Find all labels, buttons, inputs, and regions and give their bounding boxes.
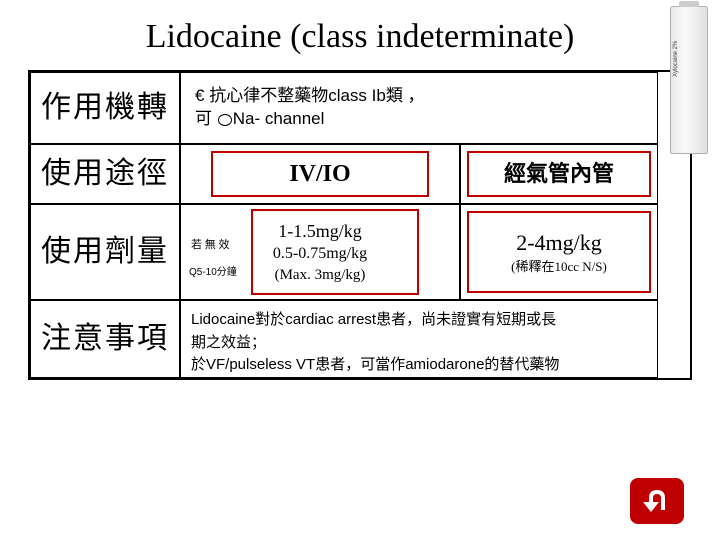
row-label-notes: 注意事項 bbox=[30, 300, 180, 378]
back-button[interactable] bbox=[630, 478, 684, 524]
mechanism-cell: € 抗心律不整藥物class Ib類 ， 可 Na- channel bbox=[180, 72, 658, 144]
dose-et-cell: 2-4mg/kg (稀釋在10cc N/S) bbox=[460, 204, 658, 300]
mech-line2b: Na- channel bbox=[233, 109, 325, 128]
route-et-cell: 經氣管內管 bbox=[460, 144, 658, 204]
u-turn-arrow-icon bbox=[639, 486, 675, 516]
note-l2: 期之效益； bbox=[191, 334, 266, 351]
mech-euro: € bbox=[195, 86, 204, 105]
vial-label: Xylocaine 2% bbox=[673, 41, 679, 77]
mech-line2a: 可 bbox=[195, 109, 217, 128]
row-label-route: 使用途徑 bbox=[30, 144, 180, 204]
notes-cell: Lidocaine對於cardiac arrest患者，尚未證實有短期或長 期之… bbox=[180, 300, 658, 378]
page-title: Lidocaine (class indeterminate) bbox=[0, 0, 720, 70]
note-l1: Lidocaine對於cardiac arrest患者，尚未證實有短期或長 bbox=[191, 311, 556, 328]
dose-ivio-cell: 1-1.5mg/kg 0.5-0.75mg/kg (Max. 3mg/kg) 若… bbox=[180, 204, 460, 300]
row-label-dose: 使用劑量 bbox=[30, 204, 180, 300]
route-ivio-cell: IV/IO bbox=[180, 144, 460, 204]
info-table: 作用機轉 € 抗心律不整藥物class Ib類 ， 可 Na- channel … bbox=[28, 70, 692, 380]
mech-line1: 抗心律不整藥物class Ib類 ， bbox=[209, 86, 424, 105]
row-label-mechanism: 作用機轉 bbox=[30, 72, 180, 144]
dose-tag-noeffect: 若 無 效 bbox=[191, 239, 230, 252]
block-circle-icon bbox=[218, 114, 232, 126]
vial-image: Xylocaine 2% bbox=[670, 6, 708, 154]
note-l3: 於VF/pulseless VT患者，可當作amiodarone的替代藥物 bbox=[191, 356, 559, 373]
dose-tag-interval: Q5-10分鐘 bbox=[189, 267, 237, 279]
